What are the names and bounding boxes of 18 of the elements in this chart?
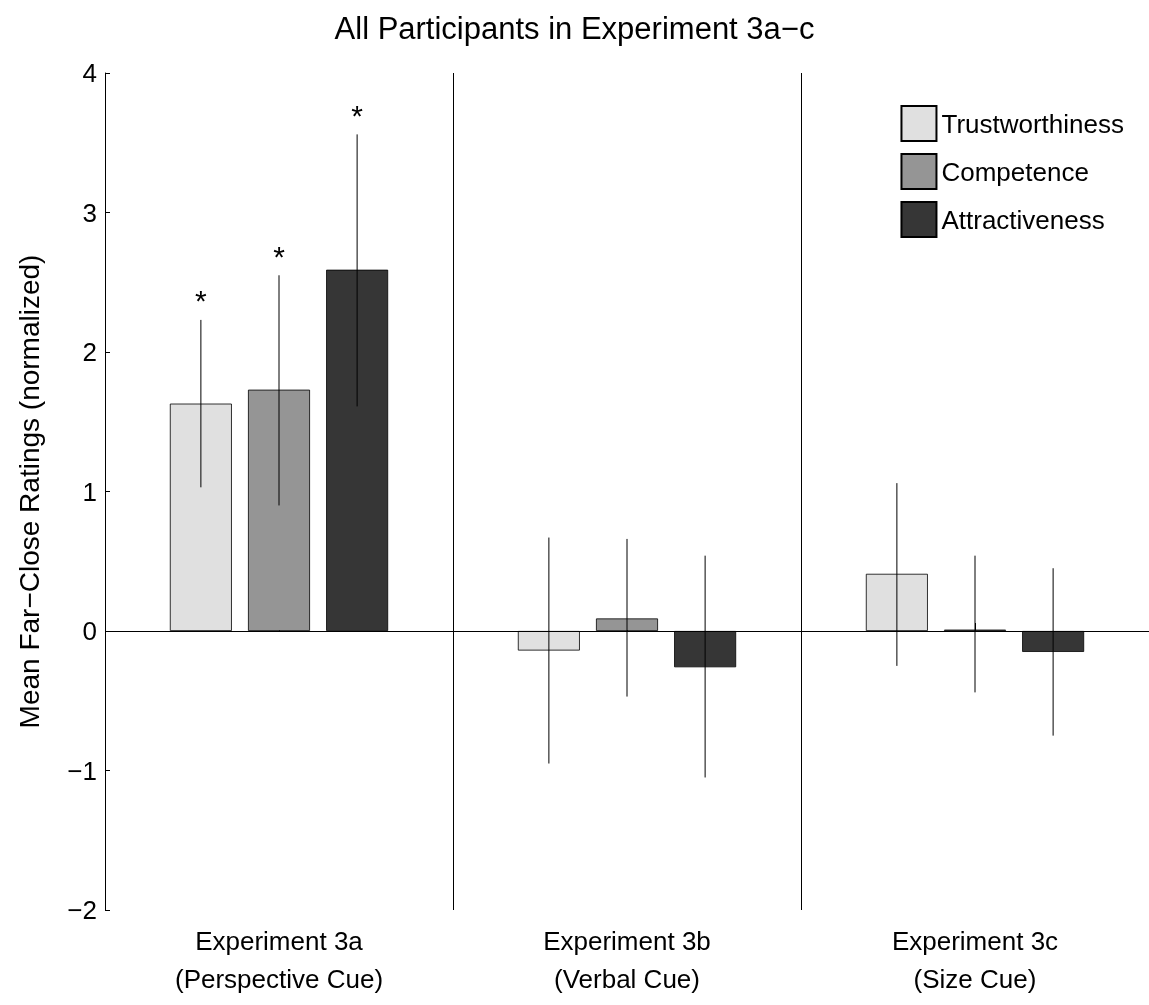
annotation: * — [195, 284, 208, 318]
y-tick-label: 4 — [82, 58, 97, 88]
legend-label: Attractiveness — [941, 204, 1105, 235]
x-tick-label: Experiment 3b (Verbal Cue) — [543, 926, 711, 994]
y-tick-label: 1 — [82, 476, 97, 507]
y-tick-label: 3 — [82, 197, 97, 228]
x-tick-label: Experiment 3c (Size Cue) — [891, 926, 1059, 994]
legend-label: Trustworthiness — [941, 108, 1125, 139]
legend-label: Competence — [941, 156, 1089, 187]
y-tick-label: −2 — [67, 895, 97, 925]
chart-title: All Participants in Experiment 3a−c — [334, 11, 815, 46]
y-axis-title: Mean Far−Close Ratings (normalized) — [13, 254, 45, 729]
annotation: * — [273, 239, 286, 273]
x-tick-label: Experiment 3a (Perspective Cue) — [174, 926, 384, 994]
y-tick-label: −1 — [67, 755, 97, 786]
y-tick-label: 0 — [82, 616, 97, 646]
y-tick-label: 2 — [82, 337, 97, 367]
annotation: * — [351, 98, 364, 132]
